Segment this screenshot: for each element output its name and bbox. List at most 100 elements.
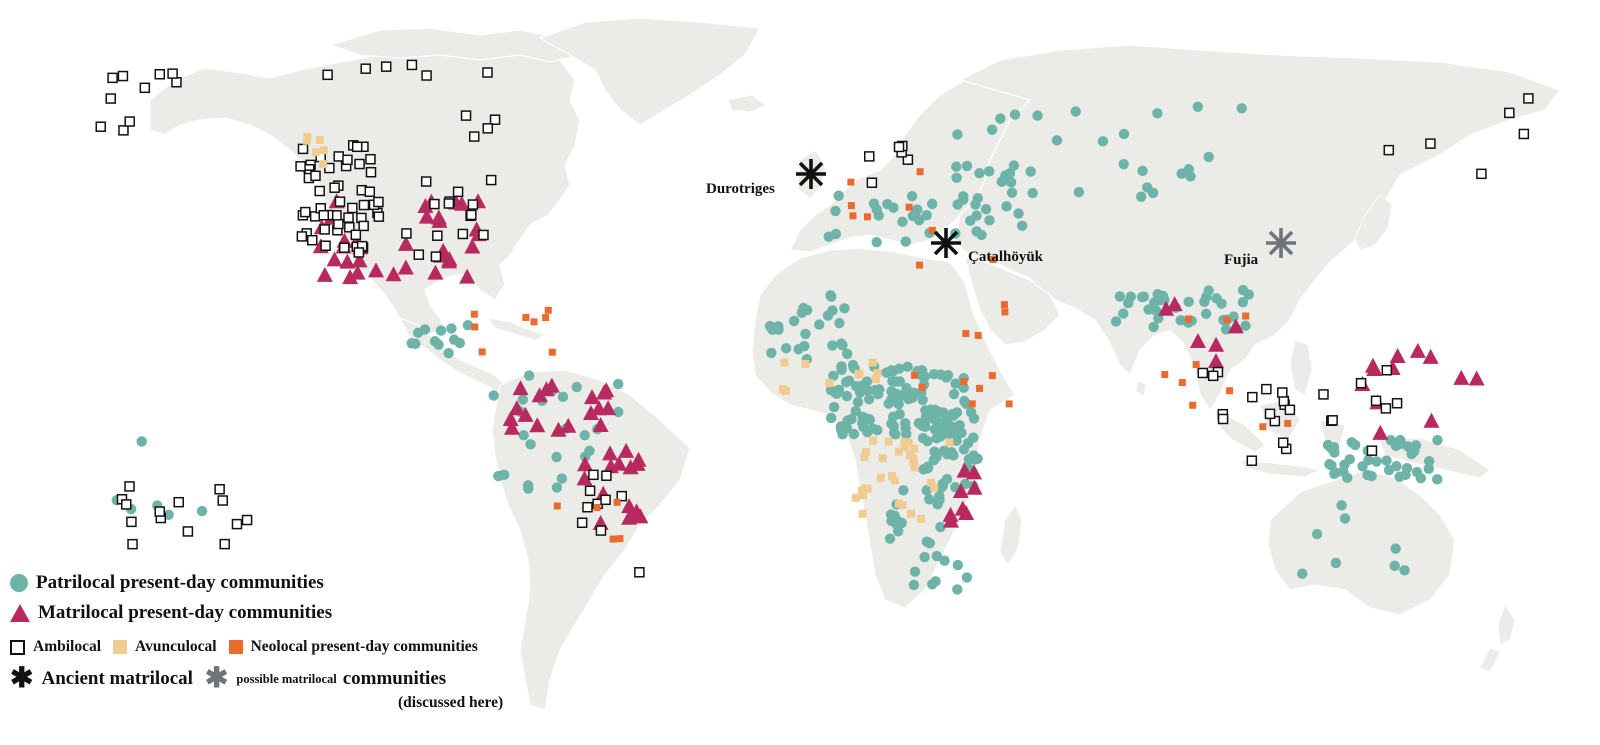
- avunculocal-point: [907, 509, 916, 518]
- ambilocal-point: [601, 470, 612, 481]
- matrilocal-point: [576, 470, 593, 486]
- patrilocal-point: [1349, 439, 1361, 451]
- ambilocal-point: [478, 229, 489, 241]
- ambilocal-point: [182, 526, 194, 537]
- neolocal-point: [542, 314, 550, 322]
- ambilocal-point: [460, 110, 472, 121]
- ambilocal-point: [300, 206, 311, 218]
- matrilocal-point: [1189, 332, 1206, 348]
- matrilocal-point: [351, 252, 368, 268]
- ambilocal-point: [154, 69, 166, 80]
- ambilocal-point: [1523, 93, 1534, 104]
- patrilocal-point: [1432, 435, 1443, 446]
- patrilocal-point: [1211, 293, 1222, 304]
- ambilocal-point: [863, 151, 875, 162]
- ambilocal-point: [413, 249, 425, 260]
- patrilocal-point: [1399, 565, 1410, 576]
- patrilocal-point: [972, 192, 984, 204]
- patrilocal-point: [852, 396, 864, 408]
- legend-label-possible-matrilocal: possible matrilocal: [236, 671, 337, 686]
- patrilocal-point: [1339, 513, 1351, 524]
- patrilocal-point: [1016, 220, 1028, 232]
- ambilocal-point: [1261, 383, 1272, 395]
- patrilocal-point: [841, 422, 853, 434]
- patrilocal-point: [1118, 308, 1129, 319]
- ambilocal-point: [154, 506, 165, 517]
- ambilocal-point: [219, 538, 230, 550]
- neolocal-point: [1184, 315, 1192, 323]
- patrilocal-point: [825, 412, 837, 424]
- neolocal-point: [553, 502, 561, 510]
- patrilocal-point: [1009, 109, 1021, 120]
- matrilocal-point: [1468, 370, 1485, 386]
- ambilocal-point: [126, 516, 137, 528]
- legend-label-ancient-matrilocal: Ancient matrilocal: [41, 668, 193, 689]
- neolocal-point: [847, 178, 855, 186]
- ambilocal-point: [365, 153, 376, 165]
- avunculocal-point: [894, 499, 903, 508]
- patrilocal-point: [448, 334, 460, 345]
- site-catalhoyuk: Çatalhöyük: [931, 228, 1044, 265]
- patrilocal-point: [446, 323, 457, 334]
- avunculocal-point: [878, 454, 887, 463]
- patrilocal-point: [1110, 316, 1122, 327]
- neolocal-point: [613, 498, 621, 506]
- neolocal-point: [593, 504, 601, 512]
- landmass-new-zealand: [1479, 604, 1516, 673]
- patrilocal-point: [920, 416, 931, 427]
- ancient-matrilocal-asterisk-icon: ✱: [10, 663, 34, 694]
- patrilocal-point: [1183, 296, 1194, 308]
- ambilocal-point: [1504, 107, 1515, 119]
- patrilocal-point: [1394, 471, 1405, 482]
- ambilocal-point: [1327, 415, 1338, 426]
- patrilocal-point: [136, 436, 147, 447]
- matrilocal-point: [966, 479, 983, 495]
- avunculocal-point: [858, 509, 867, 518]
- legend-row-patrilocal: Patrilocal present-day communities: [10, 572, 324, 594]
- avunculocal-point: [887, 472, 896, 481]
- patrilocal-point: [941, 372, 952, 383]
- ambilocal-point: [139, 82, 151, 94]
- patrilocal-point: [917, 432, 929, 444]
- legend-label-matrilocal: Matrilocal present-day communities: [38, 602, 333, 623]
- patrilocal-point: [965, 407, 977, 418]
- patrilocal-point: [842, 348, 853, 360]
- patrilocal-point: [948, 388, 960, 400]
- neolocal-point: [989, 256, 997, 264]
- neolocal-point: [1161, 371, 1169, 379]
- neolocal-point: [968, 400, 976, 408]
- neolocal-point: [530, 318, 538, 326]
- patrilocal-point: [1201, 291, 1212, 303]
- legend-row-discussed: (discussed here): [398, 694, 503, 712]
- patrilocal-point: [839, 303, 850, 314]
- neolocal-point: [962, 330, 970, 338]
- matrilocal-point: [1453, 369, 1470, 385]
- patrilocal-point: [892, 526, 904, 537]
- patrilocal-point: [952, 129, 963, 140]
- patrilocal-point: [1311, 528, 1323, 540]
- neolocal-point: [916, 168, 924, 176]
- matrilocal-point: [503, 419, 520, 435]
- patrilocal-point: [829, 387, 841, 398]
- neolocal-point: [928, 226, 936, 234]
- ambilocal-point: [1518, 128, 1530, 140]
- legend-label-avunculocal: Avunculocal: [135, 638, 217, 655]
- patrilocal-point: [857, 411, 868, 422]
- avunculocal-point: [319, 160, 328, 169]
- matrilocal-point: [632, 508, 649, 524]
- ambilocal-point: [482, 123, 494, 134]
- patrilocal-point: [890, 376, 902, 387]
- patrilocal-point: [1135, 191, 1147, 202]
- patrilocal-point: [828, 370, 839, 382]
- patrilocal-point: [863, 393, 875, 405]
- neolocal-point: [1001, 308, 1009, 316]
- ambilocal-square-icon: [10, 639, 25, 655]
- ambilocal-point: [634, 567, 645, 578]
- patrilocal-point: [1000, 170, 1011, 181]
- patrilocal-point: [551, 482, 563, 493]
- ambilocal-point: [1246, 455, 1258, 466]
- ancient-matrilocal-marker: [931, 228, 961, 258]
- matrilocal-point: [464, 238, 481, 254]
- patrilocal-point: [837, 340, 848, 351]
- legend-label-communities: communities: [342, 668, 447, 689]
